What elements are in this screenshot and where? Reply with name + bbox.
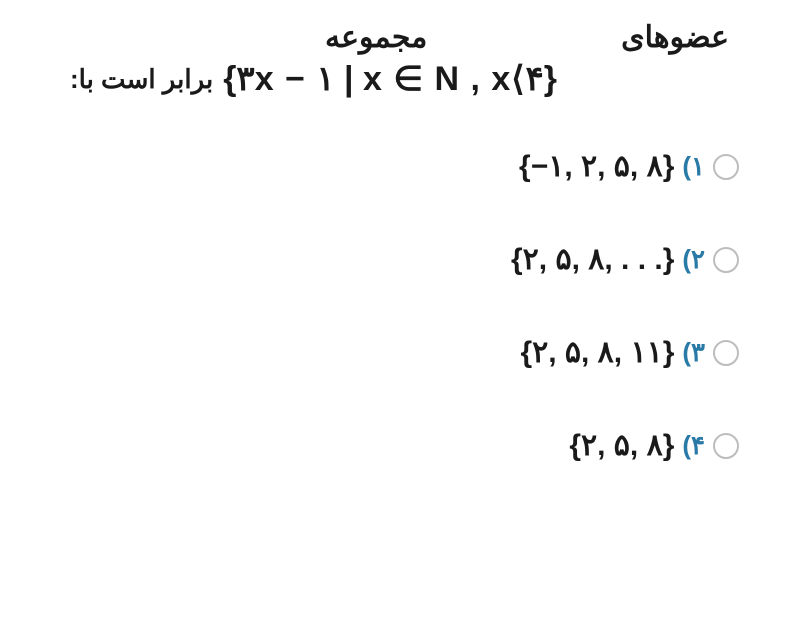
option-number: (۴ [682, 430, 705, 461]
option-text: {۲, ۵, ۸} [569, 428, 674, 463]
radio-icon[interactable] [713, 433, 739, 459]
option-1[interactable]: (۱ {−۱, ۲, ۵, ۸} [70, 149, 739, 184]
option-text: {۲, ۵, ۸, ۱۱} [520, 335, 674, 370]
question-line-2: برابر است با: {۳x − ۱ | x ∈ N , x⟨۴} [70, 59, 739, 99]
radio-icon[interactable] [713, 340, 739, 366]
options-list: (۱ {−۱, ۲, ۵, ۸} (۲ {۲, ۵, ۸, . . .} (۳ … [70, 149, 739, 463]
radio-icon[interactable] [713, 154, 739, 180]
question-trailing: برابر است با: [70, 64, 213, 95]
option-2[interactable]: (۲ {۲, ۵, ۸, . . .} [70, 242, 739, 277]
option-number: (۱ [682, 151, 705, 182]
option-3[interactable]: (۳ {۲, ۵, ۸, ۱۱} [70, 335, 739, 370]
option-number: (۳ [682, 337, 705, 368]
option-4[interactable]: (۴ {۲, ۵, ۸} [70, 428, 739, 463]
option-text: {۲, ۵, ۸, . . .} [511, 242, 674, 277]
set-expression: {۳x − ۱ | x ∈ N , x⟨۴} [223, 59, 557, 99]
word-set: مجموعه [325, 20, 427, 55]
word-members: عضوهای [621, 20, 729, 55]
question-text: عضوهای مجموعه برابر است با: {۳x − ۱ | x … [70, 20, 739, 99]
radio-icon[interactable] [713, 247, 739, 273]
option-number: (۲ [682, 244, 705, 275]
option-text: {−۱, ۲, ۵, ۸} [519, 149, 674, 184]
question-line-1: عضوهای مجموعه [70, 20, 739, 59]
question-container: عضوهای مجموعه برابر است با: {۳x − ۱ | x … [0, 0, 799, 463]
